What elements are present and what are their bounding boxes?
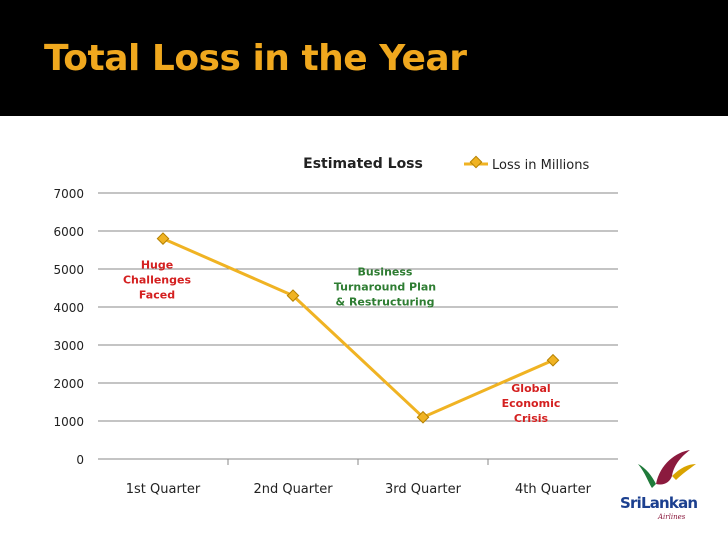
annotation-text: Challenges bbox=[123, 274, 191, 287]
annotation-text: Turnaround Plan bbox=[334, 281, 436, 294]
peacock-tail-icon bbox=[638, 464, 656, 488]
data-point bbox=[416, 410, 430, 424]
logo-subtext: Airlines bbox=[657, 513, 686, 521]
peacock-crest-icon bbox=[672, 464, 696, 480]
annotation-text: Business bbox=[358, 266, 413, 279]
logo-text: SriLankan bbox=[620, 494, 697, 512]
line-chart: 0 1000 2000 3000 4000 5000 6000 7000 1st Quarter… bbox=[53, 155, 618, 497]
y-tick-label: 6000 bbox=[53, 225, 84, 239]
series-line bbox=[162, 237, 554, 419]
y-tick-label: 1000 bbox=[53, 415, 84, 429]
annotation-text: Crisis bbox=[514, 412, 549, 425]
series-layer bbox=[156, 232, 560, 424]
data-point bbox=[546, 353, 560, 367]
annotation-text: Economic bbox=[502, 397, 561, 410]
x-tick-label: 2nd Quarter bbox=[253, 482, 333, 497]
y-tick-label: 3000 bbox=[53, 339, 84, 353]
peacock-logo-icon bbox=[656, 450, 690, 485]
slide-title: Total Loss in the Year bbox=[44, 38, 467, 79]
x-tick-label: 4th Quarter bbox=[515, 482, 592, 497]
y-tick-label: 4000 bbox=[53, 301, 84, 315]
chart-legend: Loss in Millions bbox=[464, 155, 589, 173]
data-point bbox=[156, 232, 170, 245]
annotation-text: Global bbox=[511, 382, 550, 395]
legend-label: Loss in Millions bbox=[492, 158, 589, 173]
chart-title: Estimated Loss bbox=[303, 156, 423, 172]
airline-logo: SriLankan Airlines bbox=[620, 450, 698, 521]
chart-axes: 0 1000 2000 3000 4000 5000 6000 7000 1st Quarter… bbox=[53, 187, 591, 497]
x-tick-label: 1st Quarter bbox=[126, 482, 201, 497]
title-bar: Total Loss in the Year bbox=[0, 0, 728, 116]
annotations-layer: Huge Challenges Faced Business Turnaround Pl… bbox=[123, 259, 560, 426]
y-tick-label: 0 bbox=[76, 453, 84, 467]
y-tick-label: 5000 bbox=[53, 263, 84, 277]
data-point bbox=[286, 289, 300, 302]
legend-marker bbox=[469, 155, 483, 169]
x-tick-label: 3rd Quarter bbox=[385, 482, 462, 497]
y-tick-label: 2000 bbox=[53, 377, 84, 391]
annotation-text: Huge bbox=[141, 259, 173, 272]
y-tick-label: 7000 bbox=[53, 187, 84, 201]
grid-lines bbox=[98, 192, 618, 460]
annotation-text: & Restructuring bbox=[336, 296, 435, 309]
annotation-text: Faced bbox=[139, 289, 175, 302]
